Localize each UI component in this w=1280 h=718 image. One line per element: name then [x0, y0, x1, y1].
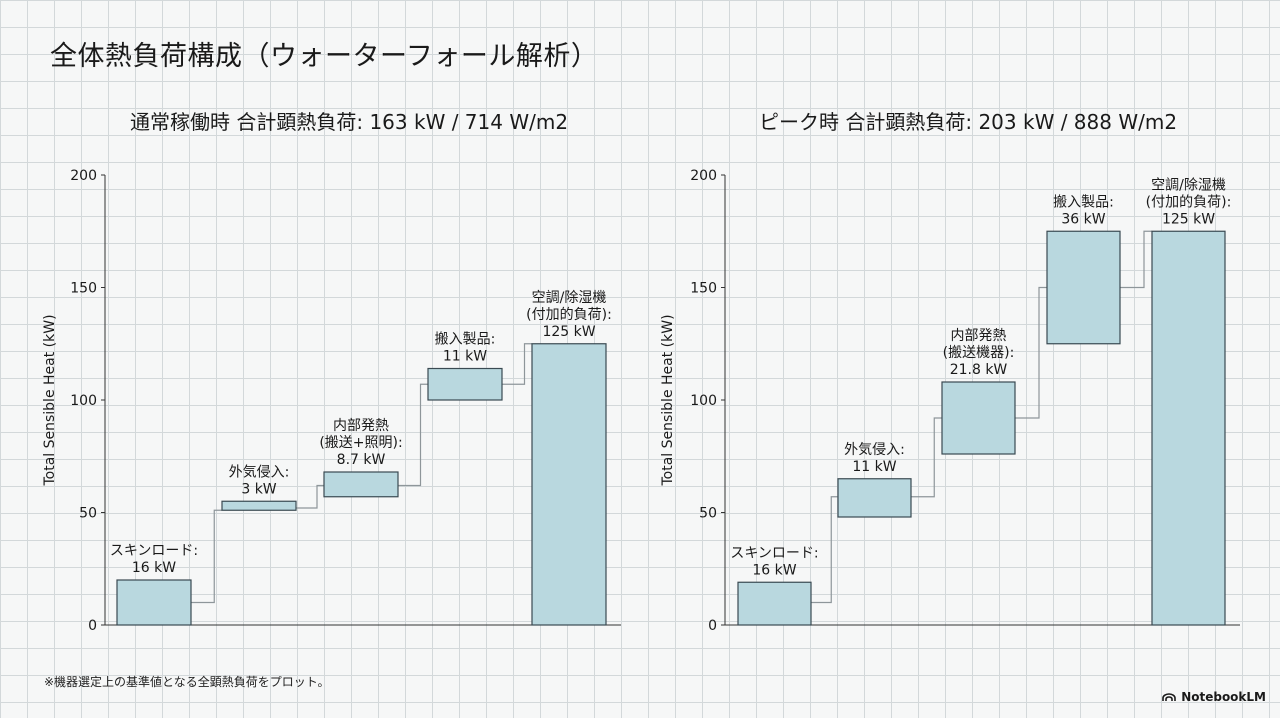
- bar-data-label: 11 kW: [852, 459, 896, 475]
- bar-data-label: 16 kW: [132, 560, 176, 576]
- bar-data-label: 空調/除湿機: [1151, 177, 1226, 193]
- y-tick-label: 200: [70, 168, 97, 184]
- connector-line: [1120, 230, 1152, 289]
- bar-data-label: 外気侵入:: [229, 463, 290, 480]
- bar-data-label: 搬入製品:: [435, 332, 496, 348]
- waterfall-bar: [531, 343, 607, 626]
- waterfall-bar: [737, 581, 812, 626]
- waterfall-bar: [221, 500, 297, 511]
- waterfall-bar: [837, 478, 912, 518]
- y-tick-label: 0: [708, 618, 717, 634]
- chart-title: ピーク時 合計顕熱負荷: 203 kW / 888 W/m2: [759, 110, 1178, 134]
- connector-line: [1015, 286, 1047, 419]
- waterfall-bar: [1046, 230, 1121, 345]
- bar-data-label: 内部発熱: [333, 418, 389, 434]
- bar-data-label: (搬送+照明):: [319, 435, 402, 451]
- bar-data-label: 125 kW: [1162, 211, 1215, 227]
- waterfall-bar: [1151, 230, 1226, 626]
- waterfall-bar: [941, 381, 1016, 455]
- bar-data-label: 125 kW: [542, 324, 595, 340]
- connector-line: [398, 383, 428, 487]
- chart-svg: 0 50 100 150 200 Total Sensible Heat (kW) スキンロ…: [660, 168, 1240, 634]
- y-tick-label: 150: [690, 281, 717, 297]
- connector-line: [296, 484, 324, 509]
- brand-badge: NotebookLM: [1162, 690, 1266, 704]
- bar-data-label: 空調/除湿機: [532, 290, 607, 306]
- y-axis-label: Total Sensible Heat (kW): [660, 314, 676, 486]
- y-tick-label: 50: [699, 506, 717, 522]
- waterfall-chart-normal: 通常稼働時 合計顕熱負荷: 163 kW / 714 W/m2 0 50 100 15…: [0, 0, 640, 714]
- bar-data-label: (付加的負荷):: [526, 307, 612, 323]
- y-axis-label: Total Sensible Heat (kW): [42, 314, 58, 486]
- page-title: 全体熱負荷構成（ウォーターフォール解析）: [50, 41, 599, 72]
- bar-data-label: 内部発熱: [951, 328, 1007, 344]
- waterfall-bar: [323, 471, 399, 498]
- bar-data-label: スキンロード:: [110, 543, 198, 559]
- bar-data-label: 8.7 kW: [337, 452, 386, 468]
- bar-data-label: 11 kW: [443, 349, 487, 365]
- waterfall-chart-peak: ピーク時 合計顕熱負荷: 203 kW / 888 W/m2 0 50 100 150…: [640, 0, 1280, 714]
- y-tick-label: 200: [690, 168, 717, 184]
- waterfall-bar: [116, 579, 192, 626]
- y-tick-label: 150: [70, 281, 97, 297]
- bar-data-label: 搬入製品:: [1053, 194, 1114, 210]
- y-tick-label: 100: [690, 393, 717, 409]
- bar-data-label: (搬送機器):: [943, 345, 1015, 361]
- bar-data-label: 3 kW: [241, 481, 276, 497]
- connector-line: [502, 343, 532, 385]
- chart-svg: 0 50 100 150 200 Total Sensible Heat (kW) スキンロ…: [42, 168, 621, 634]
- bar-data-label: 16 kW: [752, 562, 796, 578]
- bar-data-label: 36 kW: [1061, 211, 1105, 227]
- bar-data-label: (付加的負荷):: [1146, 194, 1232, 210]
- y-tick-label: 50: [79, 506, 97, 522]
- connector-line: [191, 509, 222, 604]
- waterfall-bar: [427, 367, 503, 401]
- bar-data-label: 21.8 kW: [950, 362, 1008, 378]
- connector-line: [911, 417, 942, 498]
- notebooklm-logo-icon: [1162, 692, 1176, 701]
- bar-data-label: スキンロード:: [730, 545, 818, 561]
- chart-title: 通常稼働時 合計顕熱負荷: 163 kW / 714 W/m2: [130, 110, 569, 134]
- bar-data-label: 外気侵入:: [844, 441, 905, 458]
- footnote: ※機器選定上の基準値となる全顕熱負荷をプロット。: [44, 675, 330, 689]
- y-tick-label: 100: [70, 393, 97, 409]
- connector-line: [811, 496, 838, 604]
- brand-label: NotebookLM: [1181, 690, 1266, 704]
- y-tick-label: 0: [88, 618, 97, 634]
